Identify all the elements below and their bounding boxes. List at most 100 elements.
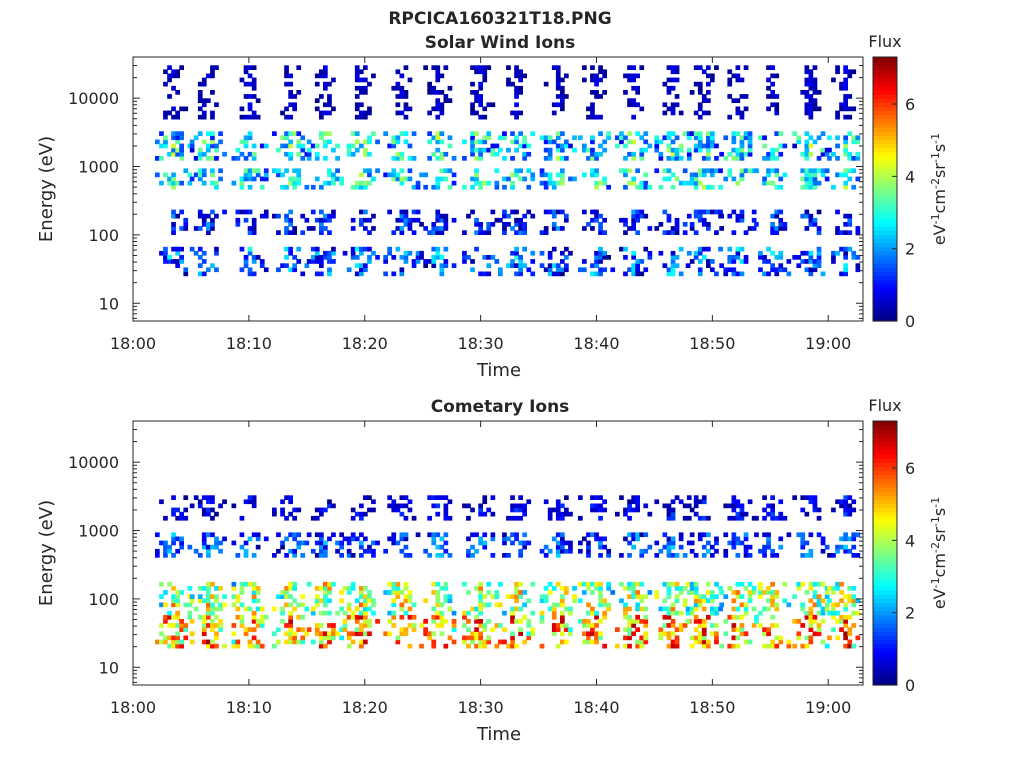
spectrogram-cell xyxy=(323,631,328,637)
colorbar-segment xyxy=(873,565,897,571)
spectrogram-cell xyxy=(590,114,595,120)
spectrogram-cell xyxy=(319,226,324,231)
spectrogram-cell xyxy=(175,536,180,542)
spectrogram-cell xyxy=(804,610,810,616)
spectrogram-cell xyxy=(782,515,788,521)
spectrogram-cell xyxy=(339,590,344,595)
spectrogram-cell xyxy=(735,180,741,186)
spectrogram-cell xyxy=(179,619,184,624)
spectrogram-cell xyxy=(594,581,599,587)
spectrogram-cell xyxy=(547,507,553,513)
spectrogram-cell xyxy=(731,515,737,521)
spectrogram-cell xyxy=(804,139,810,145)
spectrogram-cell xyxy=(210,639,215,645)
spectrogram-cell xyxy=(686,131,692,136)
spectrogram-cell xyxy=(214,511,219,517)
spectrogram-cell xyxy=(395,172,401,178)
spectrogram-cell xyxy=(735,590,741,595)
spectrogram-cell xyxy=(187,614,193,620)
spectrogram-cell xyxy=(731,499,737,505)
spectrogram-cell xyxy=(403,90,409,95)
spectrogram-cell xyxy=(564,540,569,546)
spectrogram-cell xyxy=(606,255,611,260)
spectrogram-cell xyxy=(367,172,372,178)
spectrogram-cell xyxy=(706,581,711,587)
spectrogram-cell xyxy=(627,631,632,637)
spectrogram-cell xyxy=(568,143,573,149)
spectrogram-cell xyxy=(782,598,788,604)
spectrogram-cell xyxy=(547,139,553,145)
spectrogram-cell xyxy=(719,263,724,268)
spectrogram-cell xyxy=(482,230,488,235)
spectrogram-cell xyxy=(723,271,729,277)
spectrogram-cell xyxy=(175,643,180,649)
spectrogram-cell xyxy=(359,553,364,558)
spectrogram-cell xyxy=(564,143,569,149)
spectrogram-cell xyxy=(175,73,180,79)
spectrogram-cell xyxy=(210,114,215,120)
spectrogram-cell xyxy=(594,156,599,161)
spectrogram-cell xyxy=(403,515,409,521)
colorbar-segment xyxy=(873,614,897,620)
spectrogram-cell xyxy=(206,606,211,612)
spectrogram-cell xyxy=(518,255,523,260)
spectrogram-cell xyxy=(792,255,797,260)
spectrogram-cell xyxy=(171,209,176,215)
colorbar-segment xyxy=(873,524,897,529)
colorbar-segment xyxy=(873,606,897,612)
spectrogram-cell xyxy=(714,548,719,554)
spectrogram-cell xyxy=(359,590,364,595)
spectrogram-cell xyxy=(163,590,168,595)
colorbar-segment xyxy=(873,226,897,231)
spectrogram-cell xyxy=(197,246,203,252)
spectrogram-cell xyxy=(670,250,676,256)
spectrogram-cell xyxy=(623,507,628,513)
spectrogram-cell xyxy=(804,643,810,649)
spectrogram-cell xyxy=(598,544,603,550)
spectrogram-cell xyxy=(800,643,806,649)
colorbar-segment xyxy=(873,639,897,645)
spectrogram-cell xyxy=(251,643,257,649)
spectrogram-cell xyxy=(839,102,844,108)
axes: 18:00 18:10 18:20 18:30 18:40 18:50 19:0010100… xyxy=(68,56,863,353)
colorbar-segment xyxy=(873,209,897,215)
spectrogram-cell xyxy=(197,503,203,509)
spectrogram-cell xyxy=(514,94,519,99)
spectrogram-cell xyxy=(443,581,449,587)
spectrogram-cell xyxy=(201,172,207,178)
spectrogram-cell xyxy=(363,602,368,608)
spectrogram-cell xyxy=(300,156,306,161)
spectrogram-cell xyxy=(239,77,245,83)
spectrogram-cell xyxy=(443,98,449,103)
spectrogram-cell xyxy=(323,544,328,550)
spectrogram-cell xyxy=(231,602,237,608)
colorbar-segment xyxy=(873,437,897,443)
spectrogram-cell xyxy=(727,151,733,157)
x-tick-label: 18:50 xyxy=(689,698,735,717)
spectrogram-cell xyxy=(786,602,792,608)
spectrogram-cell xyxy=(782,143,788,149)
spectrogram-cell xyxy=(179,590,184,595)
spectrogram-cell xyxy=(407,176,413,182)
spectrogram-cell xyxy=(251,614,257,620)
spectrogram-cell xyxy=(189,639,195,645)
spectrogram-cell xyxy=(631,213,636,219)
spectrogram-cell xyxy=(383,271,388,277)
spectrogram-cell xyxy=(288,94,293,99)
spectrogram-cell xyxy=(766,590,771,595)
spectrogram-cell xyxy=(689,581,695,587)
spectrogram-cell xyxy=(627,65,632,70)
spectrogram-cell xyxy=(323,250,328,256)
colorbar-segment xyxy=(873,540,897,546)
spectrogram-cell xyxy=(284,553,289,558)
spectrogram-cell xyxy=(367,590,372,595)
spectrogram-cell xyxy=(812,507,818,513)
spectrogram-cell xyxy=(590,639,595,645)
spectrogram-cell xyxy=(171,180,176,186)
spectrogram-cell xyxy=(586,548,591,554)
spectrogram-cell xyxy=(590,627,595,632)
spectrogram-cell xyxy=(770,156,775,161)
spectrogram-cell xyxy=(439,586,445,591)
spectrogram-cell xyxy=(518,259,523,264)
spectrogram-cell xyxy=(526,623,532,628)
